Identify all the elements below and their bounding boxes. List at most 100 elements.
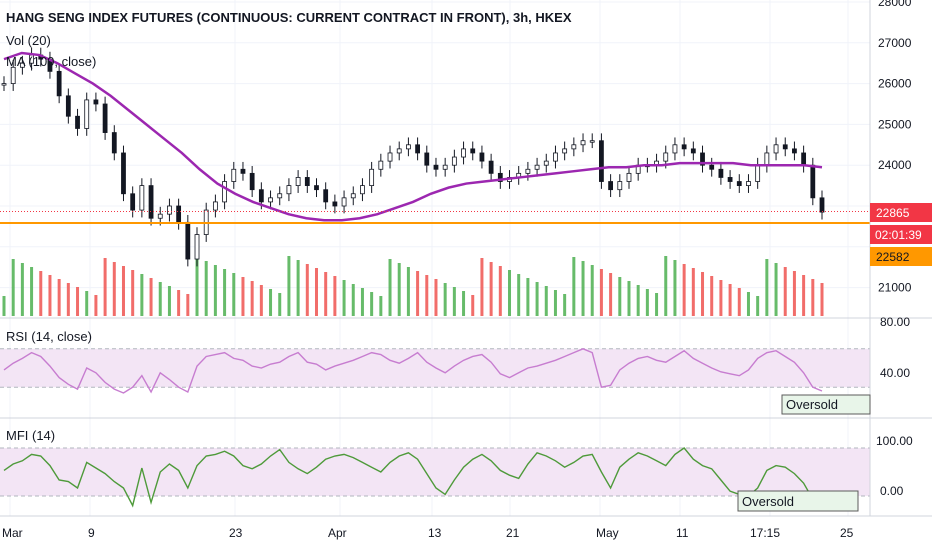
candle-body	[589, 140, 595, 143]
volume-bar	[397, 263, 401, 316]
volume-bar	[544, 286, 548, 316]
mfi-band-fill	[0, 448, 870, 496]
volume-bar	[278, 293, 282, 316]
mfi-line	[3, 447, 823, 508]
volume-bar	[296, 260, 300, 316]
candle-body	[700, 152, 705, 166]
price-axis[interactable]: 28000 27000 26000 25000 24000 21000	[878, 0, 912, 295]
support-tag: 22582	[876, 250, 910, 264]
rsi-label: RSI (14, close)	[6, 329, 92, 344]
volume-bar	[820, 283, 824, 316]
candle-body	[222, 181, 227, 203]
volume-bar	[30, 267, 34, 316]
volume-bar	[627, 281, 631, 316]
candle-body	[709, 164, 715, 170]
countdown-tag: 02:01:39	[875, 228, 922, 242]
price-axis-tick: 27000	[878, 36, 912, 50]
volume-bar	[223, 269, 227, 316]
time-axis-tick: 13	[428, 526, 442, 540]
volume-bar	[342, 280, 346, 316]
time-axis-tick: 21	[506, 526, 520, 540]
candle-body	[617, 181, 623, 191]
volume-bar	[167, 286, 171, 316]
candle-body	[360, 185, 365, 195]
volume-bar	[563, 294, 567, 316]
volume-bar	[103, 258, 107, 316]
candle-body	[626, 172, 632, 182]
candle-body	[663, 152, 669, 162]
candle-body	[396, 148, 402, 154]
volume-bar	[85, 291, 89, 316]
volume-bar	[471, 295, 475, 316]
candle-body	[350, 193, 356, 199]
candle-body	[810, 164, 816, 199]
candle-body	[130, 193, 136, 211]
candle-body	[746, 181, 751, 187]
rsi-line	[3, 348, 823, 394]
candle-body	[1, 83, 7, 86]
price-axis-tick: 21000	[878, 281, 912, 295]
candle-body	[755, 164, 761, 182]
volume-bar	[517, 274, 521, 316]
volume-bar	[11, 259, 15, 316]
volume-bar	[811, 279, 815, 316]
candle-body	[148, 185, 154, 219]
volume-bar	[20, 263, 24, 316]
price-axis-tick: 28000	[878, 0, 912, 9]
candle-body	[736, 181, 742, 187]
volume-bar	[351, 284, 355, 316]
last-price-tag-bg	[870, 203, 932, 222]
volume-bar	[48, 275, 52, 316]
candle-body	[268, 197, 273, 203]
candle-body	[10, 66, 16, 84]
volume-bar	[572, 257, 576, 316]
candle-body	[773, 144, 779, 154]
candle-body	[102, 103, 108, 133]
candle-body	[525, 168, 531, 174]
volume-bar	[314, 268, 318, 316]
volume-bar	[710, 276, 714, 316]
volume-bar	[388, 259, 392, 316]
candle-body	[139, 185, 145, 211]
candle-body	[84, 99, 90, 129]
candle-body	[240, 168, 246, 174]
candle-body	[75, 115, 80, 129]
candle-body	[580, 140, 586, 146]
volume-bar	[452, 287, 456, 316]
volume-bar	[802, 275, 806, 316]
volume-bar	[416, 271, 420, 316]
support-line	[0, 211, 870, 225]
candle-body	[157, 213, 163, 219]
candle-body	[167, 205, 172, 215]
candle-body	[727, 177, 733, 182]
candle-body	[258, 189, 264, 203]
candle-body	[277, 193, 283, 199]
price-candles	[1, 47, 825, 267]
volume-bar	[204, 261, 208, 316]
volume-bar	[333, 276, 337, 316]
candle-body	[470, 148, 476, 154]
volume-bar	[609, 273, 613, 316]
rsi-oversold-box	[781, 394, 871, 415]
volume-bar	[149, 278, 153, 316]
candle-body	[681, 144, 687, 150]
time-axis[interactable]: Mar 9 23 Apr 13 21 May 11 17:15 25	[2, 526, 854, 540]
mfi-oversold-box	[737, 490, 859, 512]
volume-bar	[66, 283, 70, 316]
candle-body	[451, 156, 457, 166]
candle-body	[672, 144, 678, 154]
time-axis-tick: Apr	[328, 526, 347, 540]
volume-bar	[645, 289, 649, 316]
candle-body	[479, 152, 485, 162]
volume-bar	[673, 260, 677, 316]
time-axis-tick: 9	[88, 526, 95, 540]
candle-body	[562, 148, 568, 154]
volume-bar	[489, 262, 493, 316]
volume-bars	[2, 256, 824, 316]
volume-bar	[682, 264, 686, 316]
ma-label: MA (100, close)	[6, 54, 96, 69]
volume-bar	[370, 292, 374, 316]
volume-bar	[287, 256, 291, 316]
candle-body	[314, 185, 319, 191]
